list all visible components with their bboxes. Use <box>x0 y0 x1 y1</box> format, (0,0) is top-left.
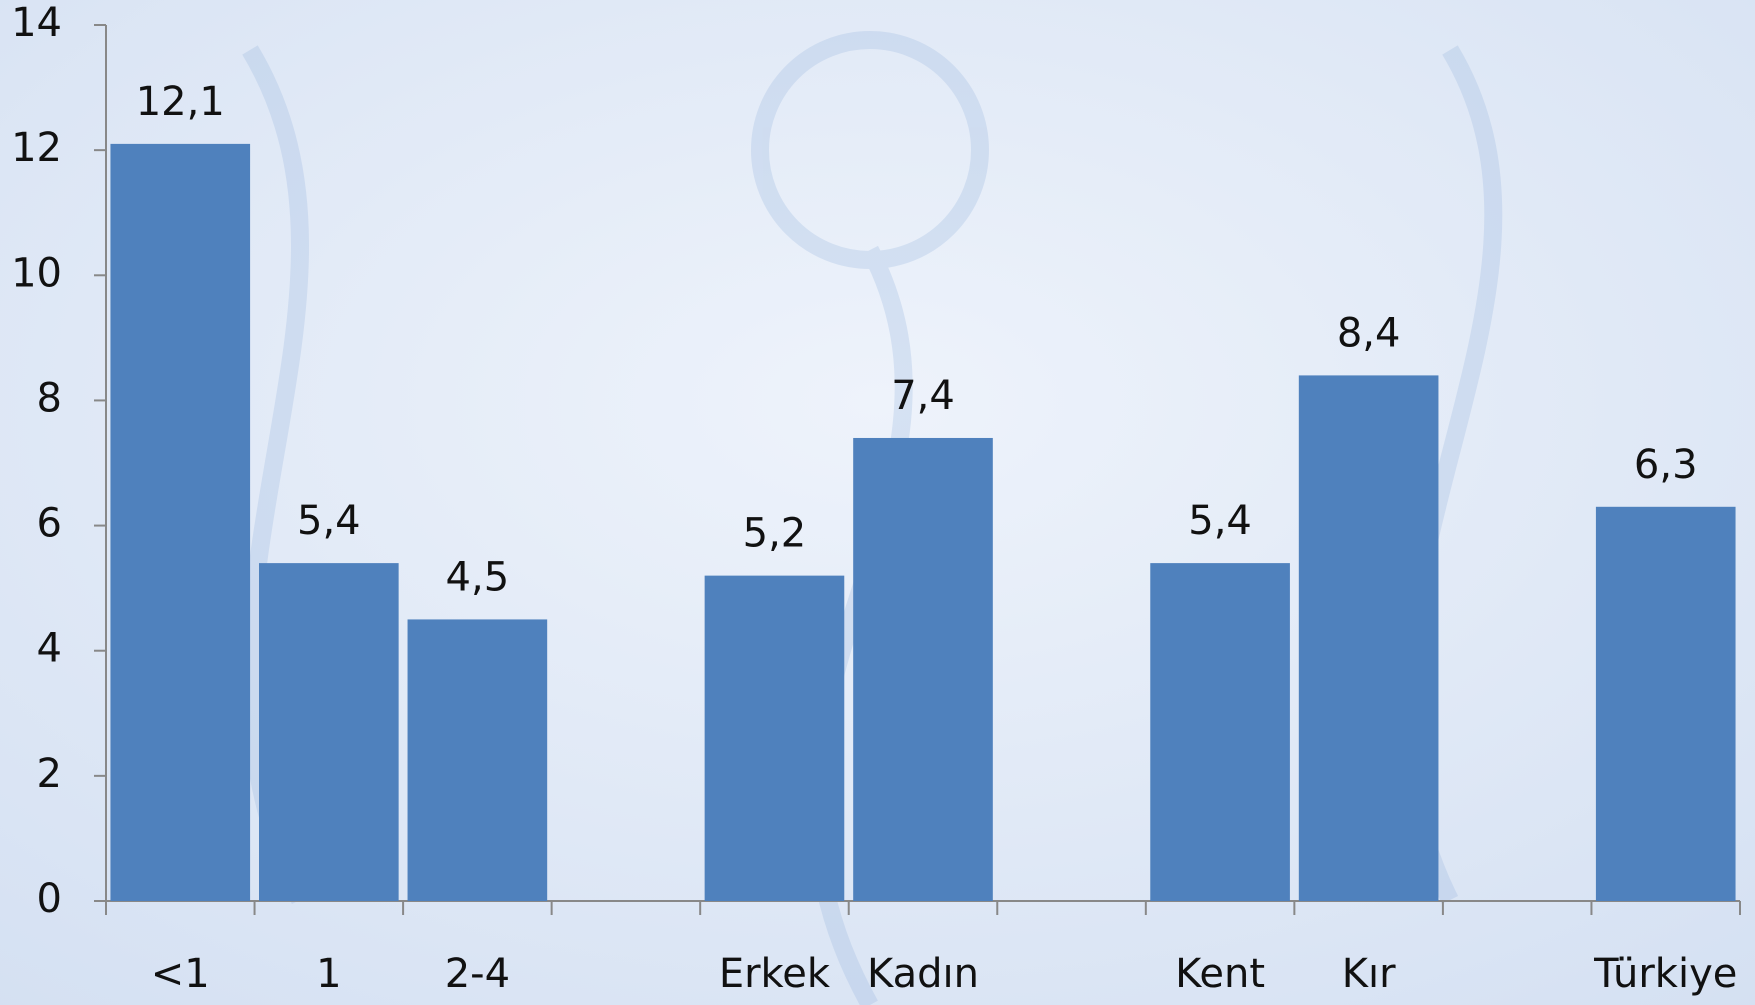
bar <box>1150 563 1290 901</box>
data-label: 8,4 <box>1337 310 1401 356</box>
y-tick-label: 12 <box>11 125 62 171</box>
x-tick-label: Kent <box>1175 951 1265 997</box>
bar <box>705 576 845 901</box>
data-label: 5,2 <box>743 511 807 557</box>
data-label: 12,1 <box>136 79 225 125</box>
x-tick-label: Erkek <box>719 951 831 997</box>
data-label: 5,4 <box>1188 498 1252 544</box>
data-label: 6,3 <box>1634 442 1698 488</box>
x-tick-label: Kır <box>1342 951 1396 997</box>
bar <box>1596 507 1736 901</box>
y-tick-label: 2 <box>37 751 62 797</box>
bar <box>259 563 399 901</box>
x-tick-label: Türkiye <box>1593 951 1737 997</box>
y-tick-label: 6 <box>37 501 62 547</box>
x-tick-label: <1 <box>151 951 210 997</box>
bar <box>110 144 250 901</box>
page: 0 2 4 6 8 10 12 14 <1 12,1 1 5,4 2-4 4,5 Erkek 5,2 Kadın… <box>0 0 1755 1005</box>
x-tick-label: 1 <box>316 951 341 997</box>
y-tick-label: 10 <box>11 250 62 296</box>
y-tick-label: 8 <box>37 375 62 421</box>
x-tick-label: Kadın <box>867 951 979 997</box>
bar <box>1299 375 1439 901</box>
data-label: 5,4 <box>297 498 361 544</box>
y-tick-label: 0 <box>37 876 62 922</box>
x-tick-label: 2-4 <box>445 951 510 997</box>
y-tick-label: 14 <box>11 0 62 46</box>
chart: 0 2 4 6 8 10 12 14 <1 12,1 1 5,4 2-4 4,5 Erkek 5,2 Kadın… <box>0 0 1755 1005</box>
bar <box>853 438 993 901</box>
y-tick-label: 4 <box>37 626 62 672</box>
data-label: 7,4 <box>891 373 955 419</box>
data-label: 4,5 <box>446 554 510 600</box>
bar <box>408 619 548 901</box>
